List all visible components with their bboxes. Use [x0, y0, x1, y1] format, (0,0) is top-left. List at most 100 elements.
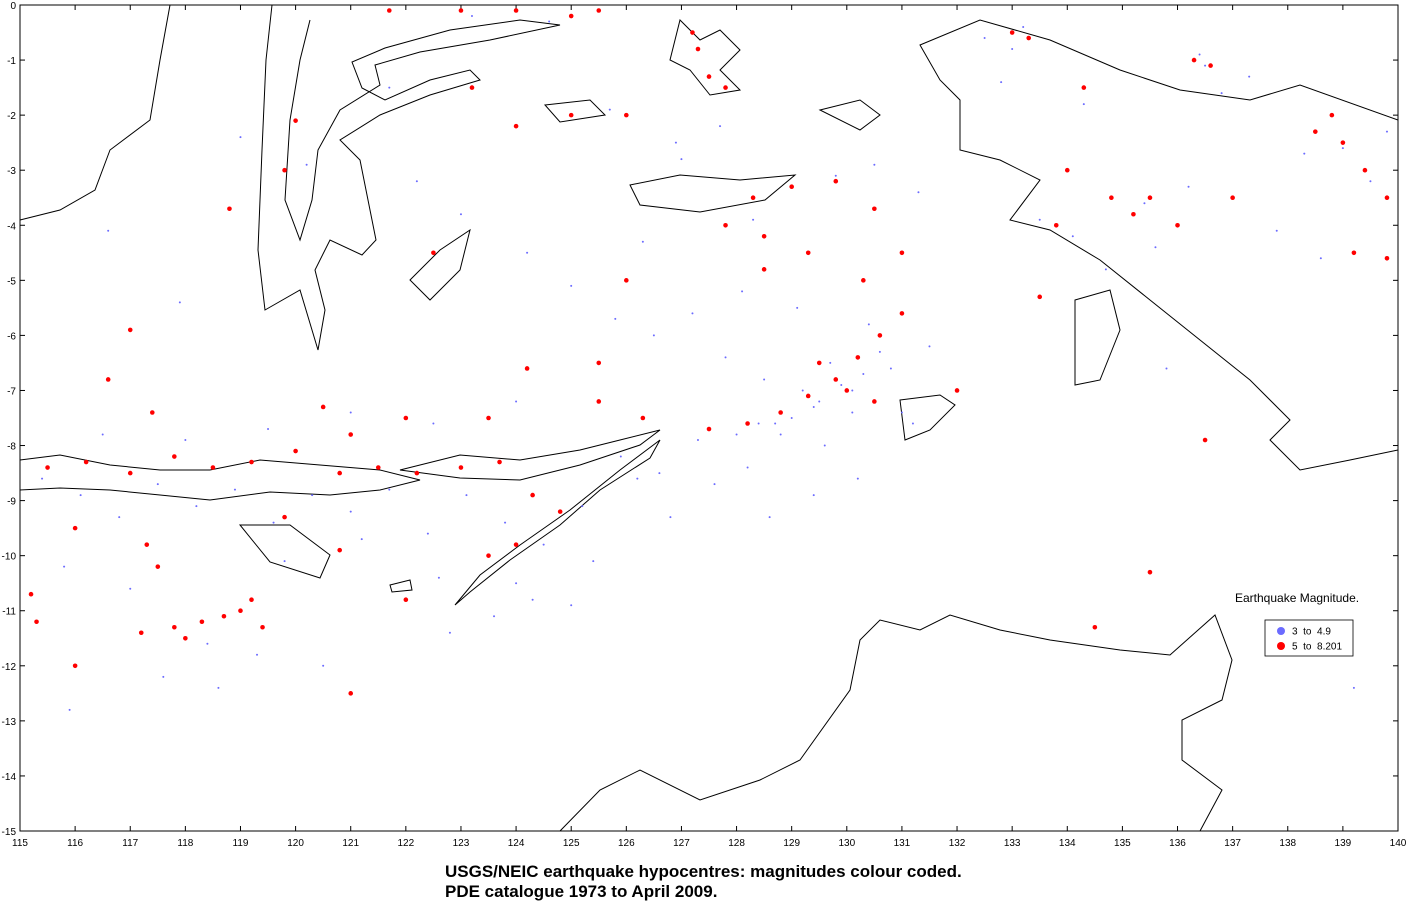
quake-point — [568, 13, 574, 19]
quake-point — [619, 455, 622, 458]
y-tick-label: -15 — [2, 827, 17, 838]
quake-point — [221, 613, 227, 619]
quake-point — [183, 635, 188, 641]
quake-point — [531, 598, 534, 601]
quake-point — [282, 514, 287, 520]
quake-point — [899, 311, 905, 316]
quake-point — [127, 327, 133, 333]
quake-point — [1362, 167, 1368, 173]
quake-point — [348, 432, 354, 437]
quake-point — [640, 415, 646, 421]
quake-point — [570, 284, 573, 287]
quake-point — [570, 604, 573, 607]
quake-point — [1230, 195, 1235, 201]
x-tick-label: 115 — [12, 838, 28, 849]
y-tick-label: -2 — [7, 111, 16, 122]
quake-point — [851, 389, 854, 392]
quake-point — [983, 37, 986, 40]
axes: 115 116 117 118 119 120 121 122 123 124 125 126 127 1… — [2, 1, 1407, 849]
quake-point — [458, 8, 464, 13]
quake-point — [156, 483, 159, 486]
x-tick-label: 136 — [1169, 838, 1186, 849]
x-tick-label: 121 — [342, 838, 359, 849]
quake-point — [426, 532, 429, 535]
quake-point — [1352, 686, 1355, 689]
quake-point — [283, 560, 286, 563]
quake-point — [1220, 92, 1223, 95]
quake-point — [260, 624, 265, 630]
quake-point — [1131, 211, 1136, 217]
quake-point — [877, 333, 883, 338]
x-tick-label: 132 — [949, 838, 966, 849]
quake-point — [497, 459, 502, 465]
quake-point — [840, 383, 843, 386]
quake-point — [829, 361, 832, 364]
quake-point — [431, 250, 436, 256]
quake-point — [437, 576, 440, 579]
quake-point — [790, 417, 793, 419]
quake-point — [658, 472, 661, 475]
quake-point — [801, 389, 804, 392]
quake-point — [1064, 167, 1070, 173]
quake-point — [526, 251, 529, 254]
quake-point — [138, 630, 144, 636]
x-tick-label: 139 — [1335, 838, 1352, 849]
x-tick-label: 123 — [453, 838, 470, 849]
quake-point — [267, 428, 270, 431]
x-tick-label: 137 — [1224, 838, 1241, 849]
quake-point — [812, 405, 815, 408]
quake-point — [305, 163, 308, 166]
quake-point — [1341, 147, 1344, 150]
x-tick-label: 135 — [1114, 838, 1131, 849]
quake-point — [227, 206, 232, 212]
quake-point — [249, 459, 254, 465]
quake-point — [469, 85, 475, 90]
quake-point — [548, 20, 551, 23]
quake-point — [878, 350, 881, 353]
quake-point — [872, 399, 877, 404]
x-tick-label: 125 — [563, 838, 580, 849]
x-tick-label: 138 — [1279, 838, 1296, 849]
x-tick-label: 131 — [894, 838, 911, 849]
quake-point — [337, 470, 342, 476]
y-tick-label: -7 — [7, 386, 16, 397]
quake-point — [1037, 294, 1043, 300]
quake-point — [387, 8, 392, 13]
quake-point — [1175, 222, 1180, 228]
x-tick-label: 124 — [508, 838, 525, 849]
quake-point — [195, 505, 198, 508]
y-tick-label: -1 — [7, 56, 16, 67]
quake-point — [28, 591, 34, 597]
quake-point — [1026, 35, 1031, 41]
quake-point — [761, 267, 767, 272]
quake-point — [282, 167, 287, 173]
quake-point — [768, 516, 771, 519]
quake-point — [1071, 235, 1074, 238]
y-tick-label: -10 — [2, 552, 17, 563]
quake-point — [624, 278, 629, 283]
quake-point — [348, 691, 354, 696]
quake-point — [322, 664, 325, 667]
quake-point — [530, 492, 535, 498]
quake-point — [1384, 195, 1390, 201]
quake-point — [1303, 152, 1306, 155]
quake-point — [206, 642, 209, 645]
quake-point — [1109, 195, 1114, 201]
quake-point — [789, 184, 794, 190]
quake-point — [1011, 48, 1014, 51]
quake-point — [713, 483, 716, 486]
quake-point — [388, 488, 391, 491]
quake-point — [735, 433, 738, 436]
quake-point — [513, 8, 519, 13]
legend-box — [1264, 619, 1354, 657]
quake-point — [1104, 268, 1107, 271]
quake-point — [107, 229, 110, 232]
quake-point — [917, 191, 920, 194]
quake-point — [1198, 53, 1201, 56]
quake-point — [816, 360, 822, 366]
quake-point — [746, 466, 749, 469]
quake-point — [614, 317, 617, 320]
quake-point — [1351, 250, 1357, 256]
quake-point — [592, 560, 595, 563]
